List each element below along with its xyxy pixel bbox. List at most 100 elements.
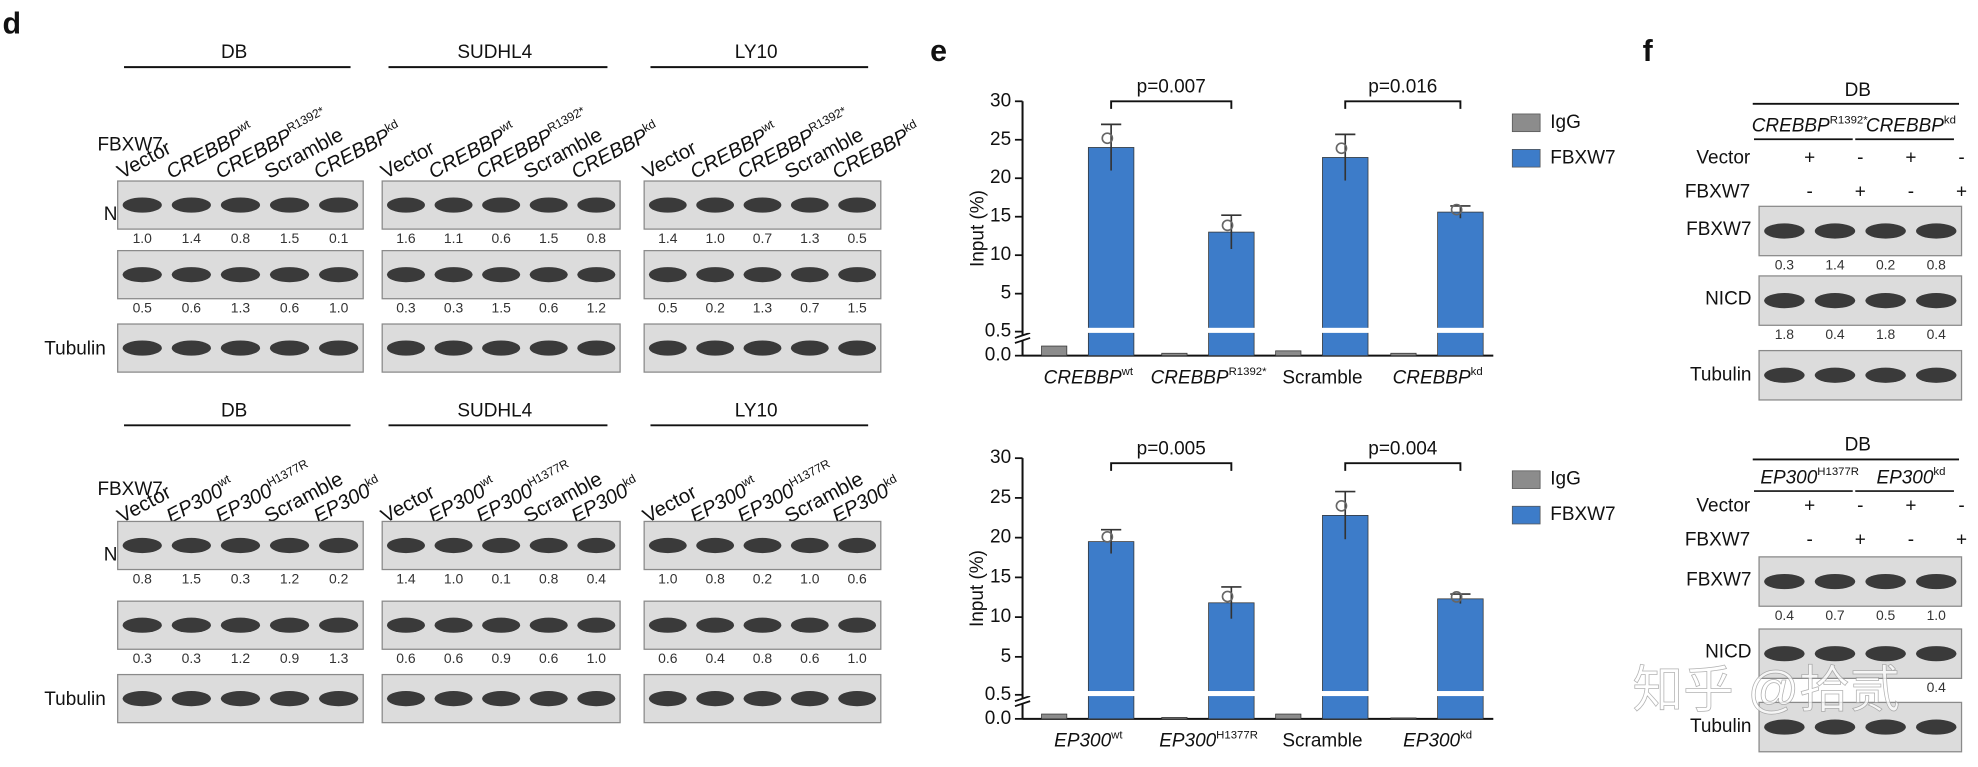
band — [790, 340, 829, 356]
y-axis-label: Input (%) — [967, 190, 988, 267]
bar — [1208, 231, 1255, 357]
band — [269, 197, 310, 213]
row-label: FBXW7 — [97, 479, 162, 500]
band-value: 0.6 — [182, 300, 202, 316]
axis-break — [1014, 332, 1031, 339]
band — [1865, 719, 1906, 735]
band-value: 0.6 — [800, 650, 820, 666]
band-value: 1.4 — [182, 230, 202, 246]
band-value: 0.4 — [1927, 679, 1947, 695]
x-tick-label: EP300H1377R — [1159, 729, 1258, 751]
band-value: 1.4 — [396, 570, 416, 586]
band-value: 0.7 — [800, 300, 820, 316]
blot-label: FBXW7 — [1686, 219, 1751, 240]
band — [743, 340, 782, 356]
band-value: 1.0 — [800, 570, 820, 586]
band-value: 1.2 — [587, 300, 607, 316]
band — [1764, 293, 1805, 309]
band-value: 1.2 — [280, 570, 300, 586]
band — [220, 617, 261, 633]
lane-label-sup: R1392* — [545, 104, 588, 135]
band-value: 1.2 — [231, 650, 251, 666]
band — [1865, 367, 1906, 383]
x-tick-label-sup: H1377R — [1216, 729, 1258, 741]
group-label-base: CREBBP — [1752, 116, 1830, 137]
cell-line: DB — [221, 400, 247, 421]
band — [171, 340, 211, 356]
condition-mark: + — [1905, 147, 1916, 168]
band — [696, 691, 735, 707]
group-label-base: EP300 — [1876, 467, 1933, 488]
band-value: 0.6 — [491, 230, 511, 246]
x-tick-label: EP300kd — [1403, 729, 1472, 751]
band-value: 1.0 — [705, 230, 725, 246]
group-label-sup: kd — [1933, 466, 1945, 478]
row-label: Tubulin — [44, 338, 106, 359]
bar — [1041, 713, 1068, 720]
band-value: 0.9 — [491, 650, 511, 666]
band — [434, 267, 473, 283]
lane-label-sup: R1392* — [284, 104, 327, 135]
band-value: 0.6 — [539, 300, 559, 316]
band-value: 0.8 — [753, 650, 773, 666]
data-point — [1101, 132, 1114, 145]
band-value: 0.3 — [396, 300, 416, 316]
condition-mark: + — [1956, 529, 1967, 550]
band-value: 1.1 — [444, 230, 464, 246]
band — [220, 537, 261, 554]
x-tick-label-sup: wt — [1121, 366, 1134, 378]
band — [319, 267, 359, 283]
band — [577, 691, 616, 707]
bar — [1322, 157, 1369, 357]
condition-mark: + — [1804, 495, 1815, 516]
y-tick-label: 0.0 — [985, 708, 1011, 729]
band — [122, 691, 162, 707]
band — [386, 267, 426, 283]
band — [790, 267, 829, 283]
y-tick-label: 20 — [990, 527, 1011, 548]
band — [743, 537, 782, 554]
band-value: 0.6 — [847, 570, 867, 586]
cell-line: LY10 — [735, 400, 778, 421]
legend-swatch — [1511, 149, 1541, 168]
y-tick-label: 30 — [990, 447, 1011, 468]
cell-line: DB — [1845, 80, 1871, 101]
data-point — [1450, 591, 1463, 603]
band — [1915, 367, 1957, 383]
band — [743, 197, 782, 213]
band — [696, 617, 735, 633]
group-label: EP300H1377R — [1760, 466, 1859, 488]
band — [482, 691, 521, 707]
band — [790, 617, 829, 633]
band — [1814, 293, 1856, 309]
y-tick-label: 0.0 — [985, 345, 1011, 366]
bar — [1390, 352, 1417, 357]
band-value: 0.6 — [396, 650, 416, 666]
band — [577, 537, 616, 554]
band-value: 0.6 — [280, 300, 300, 316]
band — [577, 267, 616, 283]
bar — [1390, 717, 1417, 720]
band-value: 0.7 — [753, 230, 773, 246]
bracket — [1344, 100, 1462, 109]
band — [838, 197, 877, 213]
band-value: 0.1 — [329, 230, 349, 246]
y-tick-label: 15 — [990, 206, 1011, 227]
band — [319, 691, 359, 707]
blot-label: Tubulin — [1690, 364, 1752, 385]
band-value: 1.0 — [847, 650, 867, 666]
band — [1915, 719, 1957, 735]
band — [838, 537, 877, 554]
band — [434, 617, 473, 633]
band-value: 0.6 — [658, 650, 678, 666]
x-tick-label-sup: kd — [1471, 366, 1483, 378]
band — [1865, 293, 1906, 309]
band — [171, 691, 211, 707]
band — [386, 617, 426, 633]
band-value: 0.7 — [1825, 607, 1845, 623]
band-value: 0.3 — [444, 300, 464, 316]
band — [269, 617, 310, 633]
band — [790, 537, 829, 554]
data-point — [1221, 590, 1234, 603]
